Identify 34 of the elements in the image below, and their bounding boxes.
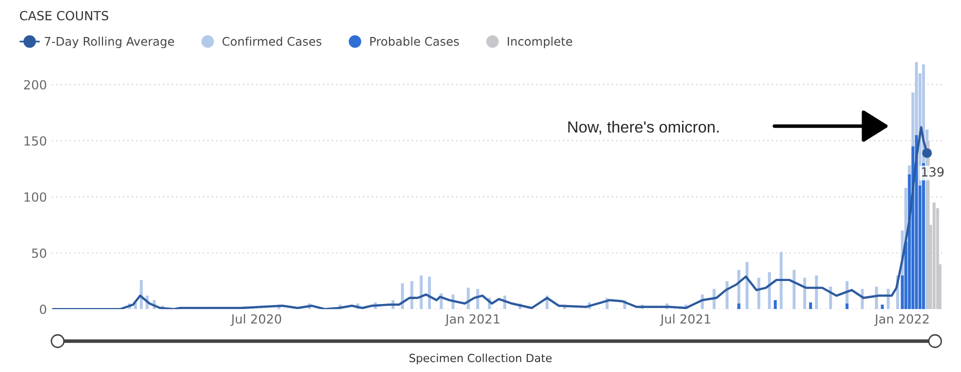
x-tick-label: Jan 2021 (444, 314, 500, 326)
bar (809, 302, 812, 310)
bar (410, 281, 414, 310)
y-tick-label: 50 (32, 248, 46, 258)
bar (846, 304, 849, 310)
bar (880, 304, 884, 310)
bar (780, 252, 783, 310)
bar (792, 270, 796, 310)
y-tick-label: 0 (40, 304, 46, 314)
annotation: Now, there's omicron. (568, 120, 719, 135)
x-tick-label: Jul 2020 (230, 314, 282, 326)
bar (140, 280, 143, 310)
x-axis-title: Specimen Collection Date (410, 354, 552, 364)
bar (428, 276, 431, 310)
bar (757, 278, 760, 310)
bar (737, 304, 740, 310)
legend-label: 7-Day Rolling Average (44, 36, 174, 48)
data-label: 139 (922, 167, 944, 177)
chart-title: CASE COUNTS (20, 10, 108, 20)
y-tick-label: 100 (24, 192, 46, 202)
legend-label: Confirmed Cases (222, 36, 322, 46)
bar (726, 281, 729, 310)
y-tick-label: 150 (24, 136, 46, 146)
bar (746, 262, 749, 310)
legend-label: Probable Cases (370, 36, 459, 46)
x-tick-label: Jan 2022 (874, 314, 929, 326)
bar (814, 275, 818, 310)
y-tick-label: 200 (24, 80, 46, 90)
bar (874, 286, 878, 310)
bar (774, 300, 777, 310)
legend-label: Incomplete (508, 36, 572, 48)
x-tick-label: Jul 2021 (660, 314, 710, 326)
bar (803, 278, 806, 310)
bar (768, 272, 771, 310)
